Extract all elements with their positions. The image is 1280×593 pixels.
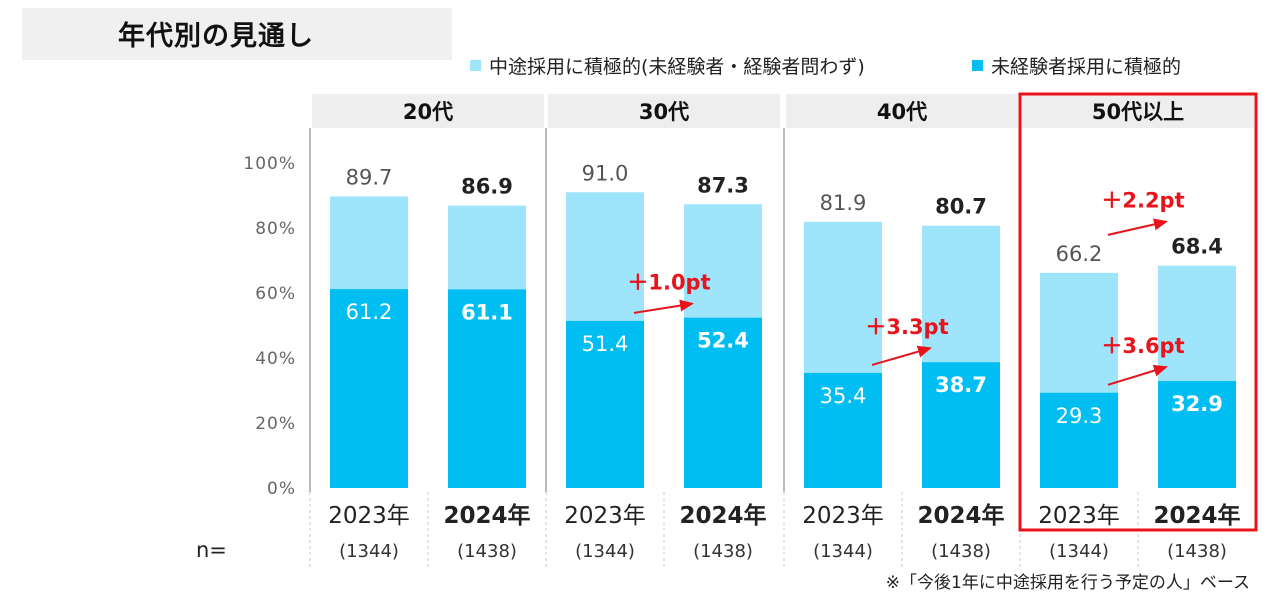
bar-inexperienced — [566, 320, 644, 488]
change-annotation: ＋3.3pt — [865, 315, 948, 339]
group-header-label: 40代 — [877, 100, 927, 124]
bar-inexperienced — [804, 372, 882, 488]
value-label-total: 91.0 — [582, 161, 629, 185]
group-header-bg — [1022, 94, 1254, 128]
y-tick-label: 60% — [255, 284, 296, 304]
value-label-total: 80.7 — [935, 195, 987, 219]
legend-swatch-total — [470, 60, 481, 71]
x-tick-year: 2024年 — [1153, 502, 1240, 529]
value-label-inexperienced: 61.2 — [346, 300, 393, 324]
bar-inexperienced — [448, 289, 526, 488]
change-annotation: ＋3.6pt — [1101, 334, 1184, 358]
sample-size-label: (1438) — [1167, 541, 1227, 562]
value-label-inexperienced: 51.4 — [582, 332, 629, 356]
bar-inexperienced — [330, 289, 408, 488]
group-header-bg — [312, 94, 544, 128]
x-tick-year: 2023年 — [564, 503, 646, 529]
value-label-inexperienced: 38.7 — [935, 373, 987, 397]
change-arrow — [1107, 364, 1168, 386]
bar-inexperienced — [1040, 392, 1118, 488]
legend-label-total: 中途採用に積極的(未経験者・経験者問わず) — [489, 56, 865, 78]
change-arrow — [871, 345, 932, 366]
sample-size-label: (1438) — [931, 541, 991, 562]
value-label-total: 68.4 — [1171, 235, 1223, 259]
value-label-inexperienced: 32.9 — [1171, 392, 1223, 416]
bar-inexperienced — [684, 317, 762, 488]
value-label-total: 86.9 — [461, 175, 513, 199]
value-label-total: 87.3 — [697, 173, 749, 197]
x-tick-year: 2023年 — [802, 503, 884, 529]
value-label-inexperienced: 35.4 — [820, 384, 867, 408]
y-tick-label: 20% — [255, 414, 296, 434]
y-tick-label: 40% — [255, 349, 296, 369]
value-label-total: 81.9 — [820, 191, 867, 215]
legend-swatch-inexp — [972, 60, 983, 71]
value-label-inexperienced: 52.4 — [697, 329, 749, 353]
bar-inexperienced — [1158, 381, 1236, 488]
group-header-label: 30代 — [639, 100, 689, 124]
group-header-label: 20代 — [403, 100, 453, 124]
change-annotation: ＋2.2pt — [1101, 189, 1184, 213]
legend-item-total: 中途採用に積極的(未経験者・経験者問わず) — [470, 52, 865, 79]
sample-size-label: (1344) — [339, 541, 399, 562]
value-label-total: 89.7 — [346, 165, 393, 189]
x-tick-year: 2024年 — [679, 502, 766, 529]
value-label-inexperienced: 61.1 — [461, 300, 513, 324]
change-annotation: ＋1.0pt — [627, 271, 710, 295]
x-tick-year: 2023年 — [1038, 503, 1120, 529]
y-tick-label: 80% — [255, 219, 296, 239]
bar-inexperienced — [922, 362, 1000, 488]
x-tick-year: 2023年 — [328, 503, 410, 529]
group-header-bg — [786, 94, 1018, 128]
page-title: 年代別の見通し — [118, 21, 314, 52]
change-arrow — [1107, 218, 1168, 236]
change-arrow — [633, 299, 694, 314]
title-background — [22, 8, 452, 60]
x-tick-year: 2024年 — [917, 502, 1004, 529]
sample-size-label: (1344) — [575, 541, 635, 562]
footnote: ※「今後1年に中途採用を行う予定の人」ベース — [885, 573, 1250, 593]
legend-label-inexp: 未経験者採用に積極的 — [991, 56, 1182, 78]
sample-size-label: (1344) — [813, 541, 873, 562]
value-label-total: 66.2 — [1056, 242, 1103, 266]
legend-item-inexp: 未経験者採用に積極的 — [972, 52, 1181, 79]
highlight-frame — [1018, 92, 1258, 532]
value-label-inexperienced: 29.3 — [1056, 404, 1103, 428]
x-tick-year: 2024年 — [443, 502, 530, 529]
n-label: n= — [196, 538, 227, 562]
sample-size-label: (1344) — [1049, 541, 1109, 562]
y-tick-label: 0% — [267, 479, 296, 499]
sample-size-label: (1438) — [457, 541, 517, 562]
group-header-bg — [548, 94, 780, 128]
sample-size-label: (1438) — [693, 541, 753, 562]
y-tick-label: 100% — [243, 154, 296, 174]
group-header-label: 50代以上 — [1092, 100, 1184, 124]
